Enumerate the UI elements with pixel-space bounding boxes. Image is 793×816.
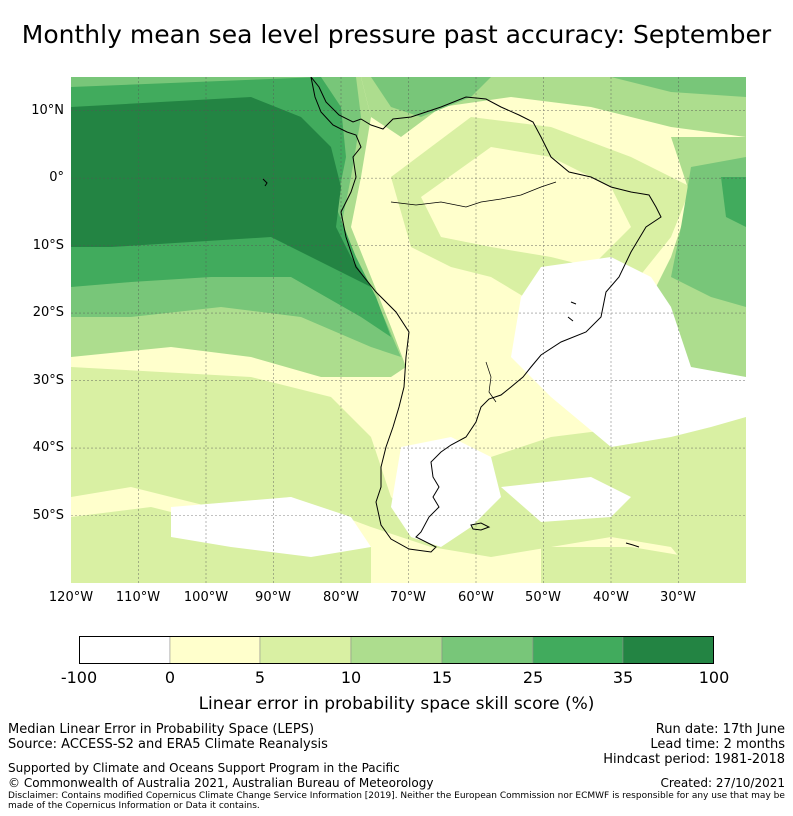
colorbar-swatch-7 [622, 636, 714, 664]
falkland-islands [470, 522, 491, 531]
colorbar-tick-1: -100 [60, 668, 98, 687]
colorbar [79, 636, 714, 664]
graticule [71, 77, 746, 583]
galapagos [262, 178, 268, 187]
region-white-patagonia [391, 437, 501, 547]
map-panel [71, 77, 746, 583]
lat-label-0: 0° [49, 170, 64, 185]
region-north-green-dark [371, 77, 491, 117]
footer-disclaimer: Disclaimer: Contains modified Copernicus… [8, 791, 785, 811]
region-continent-pale [421, 147, 631, 267]
colorbar-swatch-5 [441, 636, 534, 664]
lon-label-60w: 60°W [458, 590, 494, 605]
footer-run-date: Run date: 17th June [655, 722, 785, 737]
lat-label-50s: 50°S [32, 508, 64, 523]
region-pacific-green-100 [71, 97, 371, 287]
lon-label-30w: 30°W [660, 590, 696, 605]
colorbar-label: Linear error in probability space skill … [198, 694, 595, 714]
colorbar-tick-5: 15 [431, 668, 453, 687]
colorbar-swatch-4 [350, 636, 443, 664]
south-georgia [625, 542, 640, 548]
lon-label-40w: 40°W [593, 590, 629, 605]
colorbar-swatch-1 [79, 636, 171, 664]
lon-label-120w: 120°W [48, 590, 94, 605]
colorbar-swatch-2 [169, 636, 261, 664]
lon-label-70w: 70°W [390, 590, 426, 605]
lat-label-30s: 30°S [32, 373, 64, 388]
region-white-southern [171, 497, 371, 557]
footer-created: Created: 27/10/2021 [660, 776, 785, 790]
footer-support: Supported by Climate and Oceans Support … [8, 761, 400, 775]
map-title: Monthly mean sea level pressure past acc… [21, 20, 772, 49]
amazon-river [390, 181, 557, 208]
footer-method: Median Linear Error in Probability Space… [8, 722, 315, 737]
skill-map [71, 77, 746, 583]
colorbar-swatch-6 [532, 636, 624, 664]
footer-lead-time: Lead time: 2 months [650, 737, 785, 752]
region-atlantic-green-35 [721, 177, 746, 227]
lat-label-40s: 40°S [32, 440, 64, 455]
lon-label-100w: 100°W [183, 590, 229, 605]
colorbar-tick-7: 35 [612, 668, 634, 687]
lon-label-110w: 110°W [115, 590, 161, 605]
region-light-green-bottom-east [541, 547, 746, 583]
footer-source: Source: ACCESS-S2 and ERA5 Climate Reana… [8, 737, 328, 752]
colorbar-swatch-3 [259, 636, 352, 664]
colorbar-tick-2: 0 [164, 668, 176, 687]
footer-copyright: © Commonwealth of Australia 2021, Austra… [8, 776, 434, 790]
region-light-green-south [71, 367, 746, 583]
lon-label-50w: 50°W [525, 590, 561, 605]
footer-hindcast: Hindcast period: 1981-2018 [603, 752, 785, 767]
lat-label-10s: 10°S [32, 238, 64, 253]
colorbar-tick-6: 25 [522, 668, 544, 687]
lon-label-80w: 80°W [323, 590, 359, 605]
lat-label-10n: 10°N [31, 103, 64, 118]
lat-label-20s: 20°S [32, 305, 64, 320]
parana-river [485, 361, 497, 403]
colorbar-tick-8: 100 [698, 668, 730, 687]
region-white-southern-east [501, 477, 631, 522]
trindade-islands [567, 301, 577, 322]
lon-label-90w: 90°W [255, 590, 291, 605]
colorbar-tick-4: 10 [340, 668, 362, 687]
region-white-east [511, 257, 746, 447]
coastline-south-america [310, 77, 662, 553]
colorbar-tick-3: 5 [254, 668, 266, 687]
